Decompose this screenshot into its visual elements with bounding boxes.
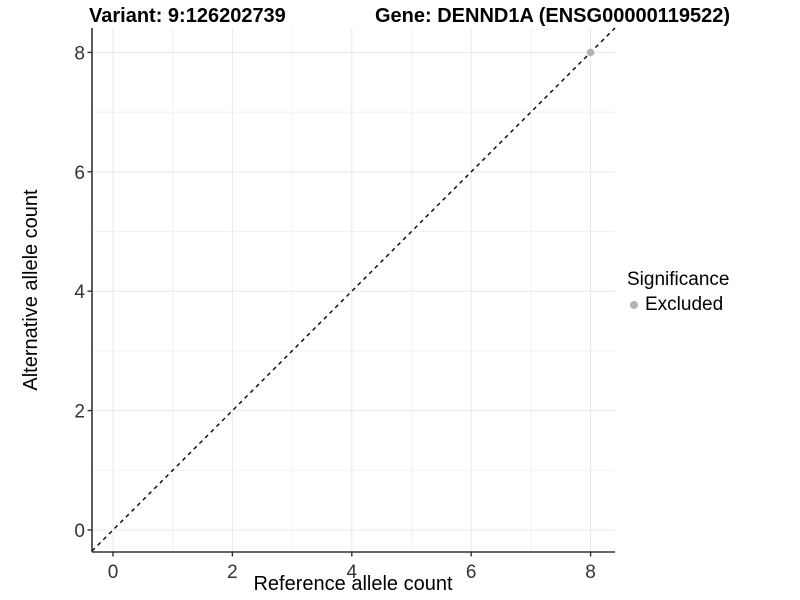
excluded-point-icon <box>630 300 638 309</box>
plot-title-gene: Gene: DENND1A (ENSG00000119522) <box>375 5 730 27</box>
x-tick-label: 0 <box>108 562 119 583</box>
legend-key <box>625 296 643 314</box>
y-tick-label: 4 <box>74 282 85 303</box>
y-tick-label: 6 <box>74 163 85 184</box>
legend: Significance Excluded <box>627 269 729 316</box>
legend-item-excluded: Excluded <box>627 294 729 316</box>
legend-title: Significance <box>627 269 730 290</box>
plot-title-variant: Variant: 9:126202739 <box>89 5 286 27</box>
data-point <box>586 48 595 57</box>
y-tick-label: 2 <box>74 402 85 423</box>
x-tick-label: 2 <box>227 562 238 583</box>
y-tick-label: 0 <box>74 521 85 542</box>
x-tick-label: 6 <box>466 562 477 583</box>
y-tick-label: 8 <box>74 43 85 64</box>
x-axis-title: Reference allele count <box>253 573 453 595</box>
legend-item-label: Excluded <box>645 293 724 315</box>
identity-dashed-line <box>91 27 616 552</box>
x-tick-label: 4 <box>347 562 358 583</box>
x-tick-label: 8 <box>585 562 596 583</box>
y-axis-title: Alternative allele count <box>20 189 42 391</box>
